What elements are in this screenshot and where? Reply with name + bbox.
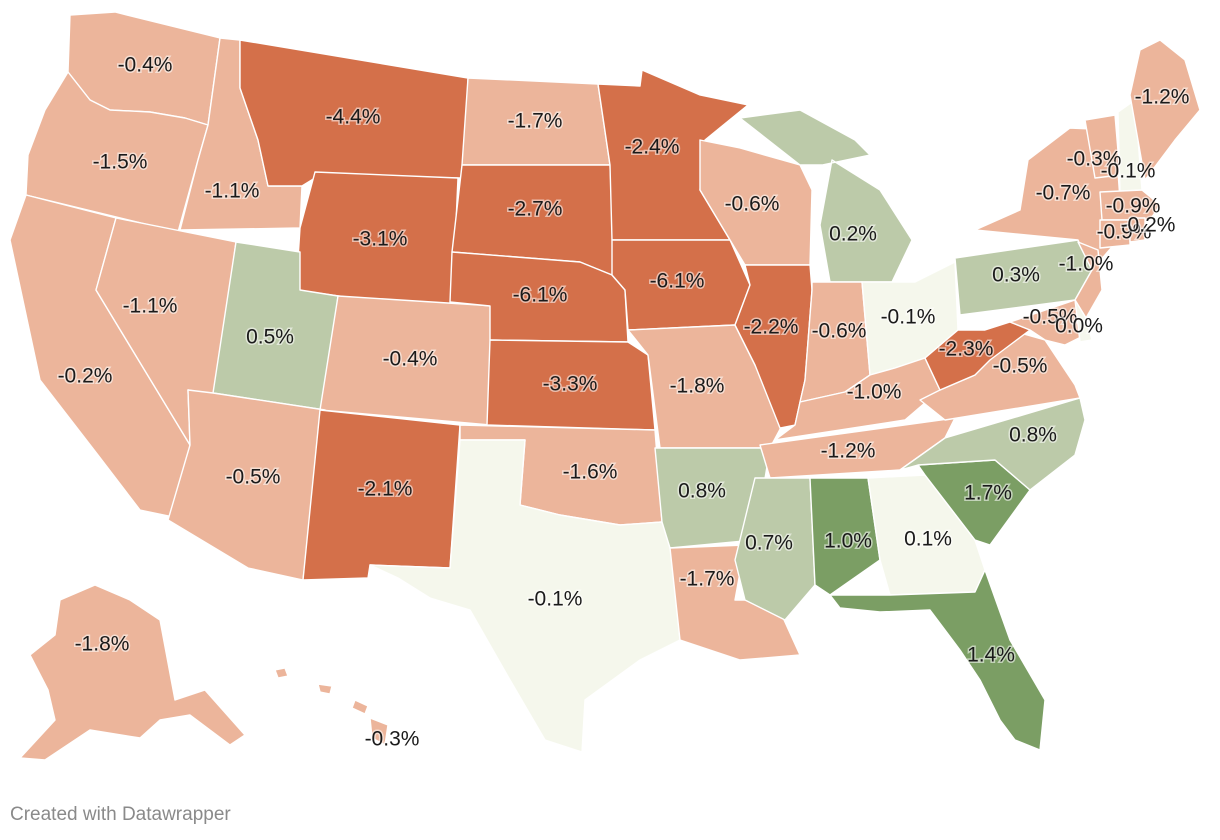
- state-label-ky: -1.0%: [847, 381, 902, 404]
- state-ct: [1099, 219, 1131, 249]
- state-al: [809, 477, 881, 596]
- state-ar: [654, 447, 771, 549]
- state-label-ia: -6.1%: [650, 270, 705, 293]
- state-label-md: -0.5%: [1023, 306, 1078, 329]
- state-fl: [829, 569, 1046, 751]
- state-label-sc: 1.7%: [964, 482, 1012, 505]
- state-label-ga: 0.1%: [904, 528, 952, 551]
- credit-text: Created with Datawrapper: [10, 804, 231, 825]
- state-label-tn: -1.2%: [821, 440, 876, 463]
- state-label-il: -2.2%: [744, 316, 799, 339]
- state-label-wv: -2.3%: [939, 338, 994, 361]
- map-svg: -0.4% -1.5% -0.2% -1.1% -1.1% -4.4% -3.1% 0.5% -…: [9, 11, 1201, 761]
- state-tx: [369, 439, 681, 753]
- state-label-mo: -1.8%: [670, 375, 725, 398]
- state-label-mt: -4.4%: [326, 106, 381, 129]
- state-label-hi: -0.3%: [365, 728, 420, 751]
- state-label-oh: -0.1%: [881, 306, 936, 329]
- state-label-tx: -0.1%: [528, 588, 583, 611]
- state-label-va: -0.5%: [993, 355, 1048, 378]
- state-label-ok: -1.6%: [563, 461, 618, 484]
- state-label-ny: -0.7%: [1036, 182, 1091, 205]
- state-ks: [486, 339, 656, 431]
- state-label-ar: 0.8%: [678, 480, 726, 503]
- state-label-ma: -0.9%: [1106, 195, 1161, 218]
- state-il: [734, 264, 813, 429]
- state-label-nc: 0.8%: [1009, 424, 1057, 447]
- state-label-in: -0.6%: [812, 320, 867, 343]
- state-ri: [1129, 217, 1146, 243]
- state-label-nm: -2.1%: [358, 478, 413, 501]
- state-label-fl: 1.4%: [967, 644, 1015, 667]
- state-label-ct: -0.9%: [1097, 221, 1152, 244]
- state-label-ak: -1.8%: [75, 633, 130, 656]
- state-label-nv: -1.1%: [123, 295, 178, 318]
- state-label-ne: -6.1%: [513, 284, 568, 307]
- state-wv: [924, 321, 1031, 391]
- state-az: [167, 389, 326, 581]
- state-ak: [19, 584, 246, 761]
- state-label-ca: -0.2%: [58, 365, 113, 388]
- state-ky: [774, 357, 941, 441]
- state-label-ut: 0.5%: [246, 326, 294, 349]
- state-me: [1129, 39, 1201, 181]
- state-label-mi: 0.2%: [829, 223, 877, 246]
- state-mn: [597, 69, 749, 241]
- state-label-nh: -0.1%: [1101, 160, 1156, 183]
- state-label-co: -0.4%: [383, 348, 438, 371]
- state-label-id: -1.1%: [205, 180, 260, 203]
- state-label-ms: 0.7%: [745, 532, 793, 555]
- state-ma: [1099, 189, 1161, 221]
- state-label-me: -1.2%: [1135, 86, 1190, 109]
- state-labels: -0.4% -1.5% -0.2% -1.1% -1.1% -4.4% -3.1% 0.5% -…: [56, 52, 1191, 752]
- state-label-mn: -2.4%: [625, 136, 680, 159]
- state-label-sd: -2.7%: [508, 198, 563, 221]
- state-label-nd: -1.7%: [508, 110, 563, 133]
- state-label-wy: -3.1%: [353, 228, 408, 251]
- state-hi: [274, 667, 389, 746]
- state-label-pa: 0.3%: [992, 264, 1040, 287]
- state-label-de: 0.0%: [1055, 315, 1103, 338]
- state-label-al: 1.0%: [824, 530, 872, 553]
- state-label-ri: -0.2%: [1121, 214, 1176, 237]
- state-label-ks: -3.3%: [543, 373, 598, 396]
- state-de: [1074, 299, 1093, 343]
- state-shapes: [9, 11, 1201, 761]
- state-nc: [899, 397, 1086, 491]
- state-label-vt: -0.3%: [1067, 148, 1122, 171]
- state-label-az: -0.5%: [226, 466, 281, 489]
- state-label-or: -1.5%: [93, 151, 148, 174]
- state-label-nj: -1.0%: [1059, 253, 1114, 276]
- state-label-wi: -0.6%: [725, 193, 780, 216]
- state-label-wa: -0.4%: [118, 54, 173, 77]
- state-label-la: -1.7%: [680, 568, 735, 591]
